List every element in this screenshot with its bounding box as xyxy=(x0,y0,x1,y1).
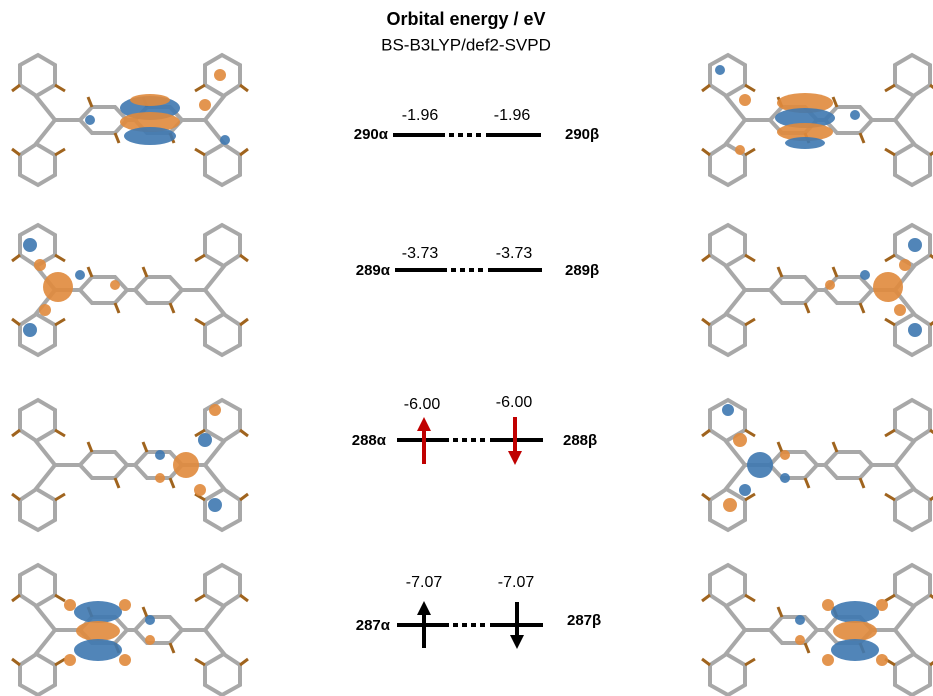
orbital-289a xyxy=(10,223,250,357)
beta-energy: -6.00 xyxy=(496,394,533,411)
alpha-label: 288α xyxy=(352,432,387,449)
beta-energy: -3.73 xyxy=(496,245,533,262)
alpha-energy: -3.73 xyxy=(402,245,439,262)
alpha-label: 287α xyxy=(356,617,391,634)
level-290: 290α 290β -1.96 -1.96 xyxy=(354,107,599,143)
alpha-energy: -7.07 xyxy=(406,574,443,591)
beta-label: 289β xyxy=(565,262,599,279)
orbital-290a xyxy=(10,53,250,187)
orbital-287b xyxy=(700,563,933,696)
beta-label: 290β xyxy=(565,126,599,143)
orbital-287a xyxy=(10,563,250,696)
alpha-label: 289α xyxy=(356,262,391,279)
level-289: 289α 289β -3.73 -3.73 xyxy=(356,245,599,279)
orbital-289b xyxy=(700,223,933,357)
beta-energy: -1.96 xyxy=(494,107,531,124)
subtitle: BS-B3LYP/def2-SVPD xyxy=(381,35,551,54)
alpha-energy: -1.96 xyxy=(402,107,439,124)
beta-energy: -7.07 xyxy=(498,574,535,591)
beta-label: 288β xyxy=(563,432,597,449)
title: Orbital energy / eV xyxy=(386,9,545,29)
beta-label: 287β xyxy=(567,612,601,629)
orbital-288b xyxy=(700,398,933,532)
orbital-288a xyxy=(10,398,250,532)
alpha-label: 290α xyxy=(354,126,389,143)
level-287: 287α 287β -7.07 -7.07 xyxy=(356,574,601,649)
orbital-290b xyxy=(700,53,933,187)
alpha-energy: -6.00 xyxy=(404,396,441,413)
level-288: 288α 288β -6.00 -6.00 xyxy=(352,394,597,465)
